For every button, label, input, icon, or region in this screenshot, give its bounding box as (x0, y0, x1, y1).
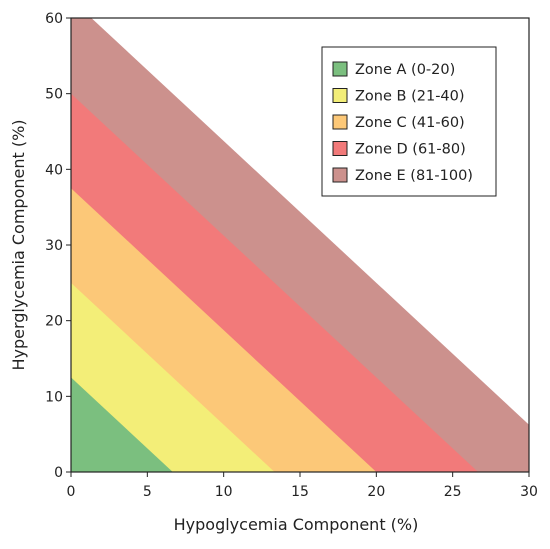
y-tick-label: 30 (45, 238, 63, 254)
x-tick-label: 15 (291, 484, 309, 500)
legend: Zone A (0-20) Zone B (21-40) Zone C (41-60… (321, 46, 497, 197)
x-tick-label: 20 (367, 484, 385, 500)
y-tick-label: 10 (45, 389, 63, 405)
x-axis-title: Hypoglycemia Component (%) (174, 515, 419, 534)
y-axis: 0 10 20 30 40 50 60 (45, 11, 71, 481)
y-tick-label: 50 (45, 87, 63, 103)
legend-box (321, 46, 497, 197)
legend-swatch (332, 141, 348, 156)
legend-swatch (332, 114, 348, 130)
y-axis-title: Hyperglycemia Component (%) (9, 119, 28, 370)
y-tick-label: 0 (54, 465, 63, 481)
zone-band-a (71, 377, 173, 472)
legend-label: Zone B (21-40) (355, 89, 465, 105)
legend-swatch (332, 167, 348, 183)
legend-label: Zone C (41-60) (355, 115, 465, 131)
x-tick-label: 0 (67, 484, 76, 500)
zones-layer (71, 18, 529, 472)
y-tick-label: 60 (45, 11, 63, 27)
legend-items: Zone A (0-20) Zone B (21-40) Zone C (41-60… (332, 61, 473, 184)
x-tick-label: 10 (215, 484, 233, 500)
y-tick-label: 20 (45, 314, 63, 330)
legend-label: Zone A (0-20) (355, 62, 455, 78)
legend-label: Zone D (61-80) (355, 142, 466, 158)
legend-swatch (332, 61, 348, 77)
legend-swatch (332, 88, 348, 103)
y-tick-label: 40 (45, 162, 63, 178)
x-axis: 0 5 10 15 20 25 30 (67, 472, 538, 500)
legend-label: Zone E (81-100) (355, 168, 473, 184)
x-tick-label: 30 (520, 484, 538, 500)
x-tick-label: 25 (444, 484, 462, 500)
x-tick-label: 5 (143, 484, 152, 500)
